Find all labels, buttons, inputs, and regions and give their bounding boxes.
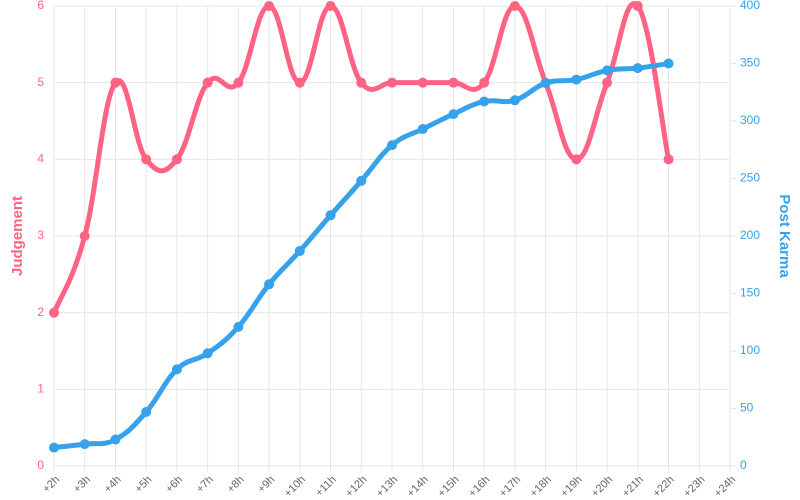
point: [663, 154, 674, 165]
point: [663, 58, 674, 69]
y2-tick-label: 0: [740, 458, 747, 472]
point: [356, 77, 367, 88]
point: [571, 74, 582, 85]
x-tick-label: +15h: [436, 474, 462, 500]
point: [632, 1, 643, 11]
y-tick-label: 5: [37, 75, 44, 89]
point: [202, 77, 213, 88]
x-tick-label: +4h: [102, 474, 124, 496]
point: [171, 154, 182, 165]
y-tick-label: 6: [37, 0, 44, 12]
point: [325, 1, 336, 11]
x-tick-label: +18h: [528, 474, 554, 500]
point: [509, 1, 520, 11]
y2-tick-label: 200: [740, 228, 760, 242]
point: [233, 77, 244, 88]
y2-tick-label: 50: [740, 401, 754, 415]
x-tick-label: +17h: [497, 474, 523, 500]
point: [387, 77, 397, 88]
x-tick-label: +8h: [225, 474, 247, 496]
x-tick-label: +7h: [194, 474, 216, 496]
point: [509, 95, 520, 106]
x-tick-label: +10h: [282, 474, 308, 500]
point: [141, 154, 152, 165]
point: [264, 1, 275, 11]
y-tick-label: 3: [37, 228, 44, 242]
point: [294, 77, 305, 88]
x-tick-label: +12h: [343, 474, 369, 500]
x-tick-label: +14h: [405, 474, 431, 500]
point: [264, 279, 275, 290]
x-tick-label: +5h: [133, 474, 155, 496]
x-tick-label: +9h: [256, 474, 278, 496]
y2-tick-label: 100: [740, 343, 760, 357]
y-tick-label: 1: [37, 382, 44, 396]
point: [233, 321, 244, 332]
y-tick-label: 0: [37, 458, 44, 472]
y-tick-label: 4: [37, 152, 44, 166]
y-tick-label: 2: [37, 305, 44, 319]
x-tick-label: +3h: [71, 474, 93, 496]
point: [448, 109, 459, 120]
point: [602, 65, 613, 76]
point: [49, 442, 59, 453]
point: [540, 78, 551, 89]
point: [79, 231, 90, 241]
point: [141, 406, 152, 417]
point: [171, 364, 182, 375]
point: [294, 245, 305, 256]
point: [110, 434, 121, 445]
y2-tick-label: 300: [740, 113, 760, 127]
point: [49, 307, 59, 318]
point: [110, 77, 121, 88]
point: [479, 77, 490, 88]
x-tick-label: +13h: [374, 474, 400, 500]
x-tick-label: +24h: [712, 474, 738, 500]
y2-tick-label: 150: [740, 286, 760, 300]
x-tick-label: +2h: [40, 474, 62, 496]
x-tick-label: +20h: [589, 474, 615, 500]
x-tick-label: +6h: [163, 474, 185, 496]
y2-tick-label: 350: [740, 56, 760, 70]
point: [602, 77, 613, 88]
point: [479, 96, 490, 107]
point: [325, 210, 336, 221]
y2-axis-title: Post Karma: [776, 194, 793, 278]
point: [387, 140, 397, 151]
point: [448, 77, 459, 88]
x-tick-label: +19h: [559, 474, 585, 500]
point: [571, 154, 582, 165]
x-tick-label: +11h: [313, 474, 338, 499]
y-axis-title: Judgement: [9, 196, 26, 276]
point: [202, 348, 213, 359]
x-tick-label: +23h: [681, 474, 707, 500]
point: [417, 124, 428, 135]
point: [632, 63, 643, 74]
y2-tick-label: 250: [740, 171, 760, 185]
point: [79, 439, 90, 450]
point: [417, 77, 428, 88]
x-tick-label: +16h: [466, 474, 492, 500]
x-tick-label: +22h: [651, 474, 677, 500]
y2-tick-label: 400: [740, 0, 760, 12]
point: [356, 175, 367, 186]
x-tick-label: +21h: [620, 474, 646, 500]
